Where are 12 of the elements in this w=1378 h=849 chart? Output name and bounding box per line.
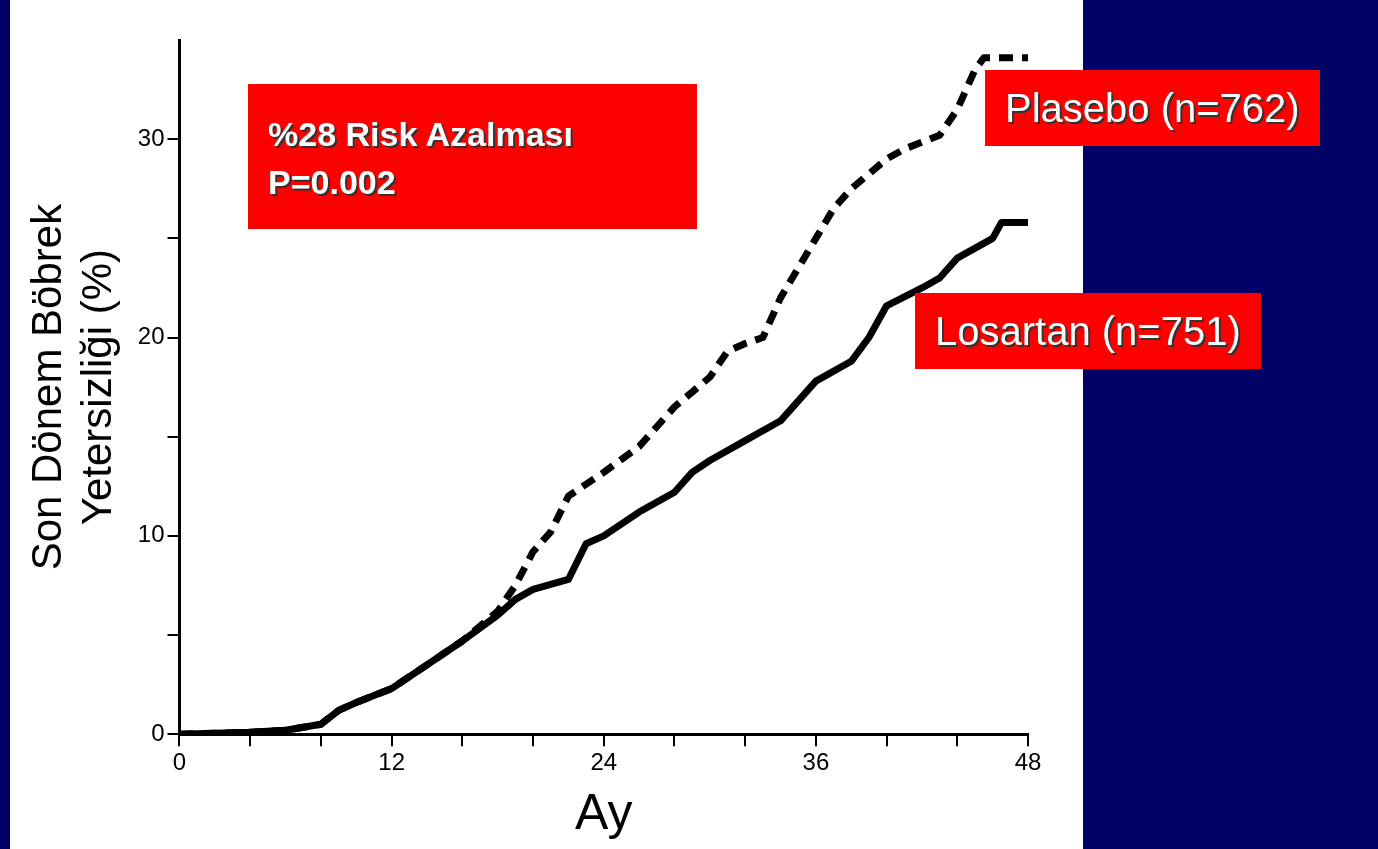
- y-tick-label: 30: [137, 123, 165, 151]
- x-tick-label: 12: [378, 748, 405, 776]
- x-tick-label: 24: [590, 748, 618, 776]
- x-tick-label: 48: [1014, 748, 1042, 776]
- annotation: %28 Risk Azalması P=0.002: [268, 114, 573, 203]
- x-tick-label: 36: [802, 748, 830, 776]
- y-tick-label: 20: [137, 322, 165, 350]
- y-tick-label: 0: [151, 718, 165, 746]
- x-axis-title: Ay: [575, 783, 633, 840]
- x-tick-label: 0: [172, 748, 187, 776]
- y-tick-label: 10: [137, 520, 165, 548]
- y-axis-title: Son Dönem Böbrek Yetersizliği (%): [22, 202, 121, 571]
